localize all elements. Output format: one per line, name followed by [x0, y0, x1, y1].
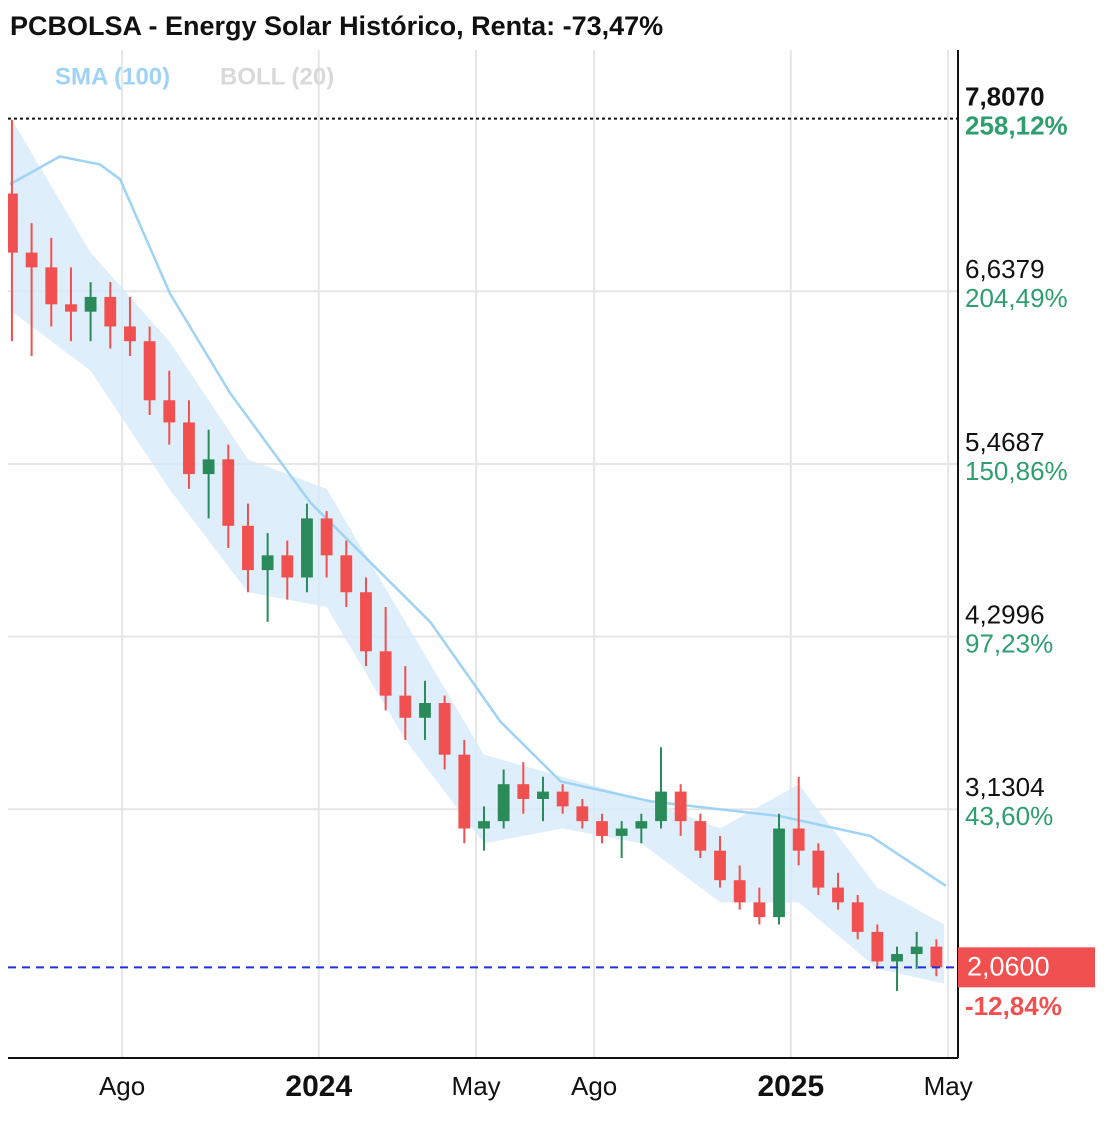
candle-body	[930, 946, 943, 968]
chart-title: PCBOLSA - Energy Solar Histórico, Renta:…	[10, 11, 663, 41]
candle-body	[84, 296, 97, 312]
candle-body	[399, 695, 412, 718]
candle-body	[320, 518, 333, 556]
candle-body	[281, 555, 294, 578]
y-tick-label: 4,2996	[965, 599, 1045, 629]
y2-tick-label: 150,86%	[965, 456, 1068, 486]
y-tick-label: 7,8070	[965, 82, 1045, 112]
legend-entry: SMA (100)	[55, 63, 170, 90]
candle-body	[202, 459, 215, 475]
last-price-label: 2,0600	[967, 951, 1050, 981]
x-tick-label: 2025	[757, 1070, 824, 1103]
axis-labels: Ago 2024 May Ago 2025 May 7,8070 6,6379 5,4687 4,…	[99, 82, 1095, 1103]
y2-tick-label: 204,49%	[965, 283, 1068, 313]
candle-body	[891, 954, 903, 962]
x-tick-label: May	[452, 1071, 501, 1101]
candle-body	[163, 400, 176, 423]
x-tick-label: Ago	[571, 1071, 617, 1101]
candle-body	[655, 791, 667, 822]
candle-body	[143, 341, 156, 401]
candle-body	[694, 821, 707, 851]
y-tick-label: 5,4687	[965, 427, 1045, 457]
candle-body	[733, 880, 746, 903]
candle-body	[851, 902, 864, 932]
candle-body	[261, 555, 274, 571]
candle-body	[832, 887, 844, 903]
candle-body	[242, 525, 254, 571]
candle-body	[773, 828, 785, 918]
last-price-box	[958, 947, 1095, 988]
sma-line	[9, 155, 947, 887]
candle-body	[910, 946, 923, 955]
candle-body	[45, 267, 58, 305]
candle-body	[183, 422, 195, 475]
candle-body	[104, 296, 117, 327]
candle-body	[517, 784, 530, 799]
candle-body	[635, 821, 648, 829]
title-background	[0, 0, 958, 50]
candle-body	[576, 806, 589, 822]
y2-tick-label: 97,23%	[965, 628, 1053, 658]
y-tick-label: 3,1304	[965, 772, 1045, 802]
candle-body	[497, 784, 510, 822]
y2-tick-label: 43,60%	[965, 801, 1053, 831]
legend-entry: BOLL (20)	[220, 63, 334, 90]
candle-body	[792, 828, 805, 851]
last-price-change: -12,84%	[965, 991, 1062, 1021]
candle-body	[812, 850, 825, 888]
candle-body	[379, 651, 392, 696]
candle-body	[478, 821, 490, 829]
y2-tick-label: 258,12%	[965, 111, 1068, 141]
candle-body	[25, 252, 38, 268]
candle-body	[458, 754, 471, 829]
candle-body	[222, 459, 235, 526]
candle-body	[537, 791, 549, 799]
y-tick-label: 6,6379	[965, 254, 1045, 284]
candle-body	[360, 592, 372, 652]
candle-body	[340, 555, 353, 593]
candle-body	[753, 902, 766, 918]
candle-body	[8, 193, 18, 253]
candle-body	[438, 702, 451, 755]
candle-body	[871, 931, 884, 962]
bollinger-band	[11, 119, 945, 984]
candle-body	[714, 850, 726, 881]
x-tick-label: 2024	[285, 1070, 352, 1103]
plot-area	[8, 117, 958, 991]
candle-body	[674, 791, 687, 822]
x-tick-label: May	[924, 1071, 973, 1101]
candle-body	[596, 821, 608, 836]
candle-body	[65, 304, 77, 312]
candle-body	[301, 518, 313, 578]
x-tick-label: Ago	[99, 1071, 145, 1101]
candle-body	[124, 326, 136, 342]
candle-body	[615, 828, 628, 836]
candle-body	[419, 702, 431, 718]
candle-body	[556, 791, 569, 807]
